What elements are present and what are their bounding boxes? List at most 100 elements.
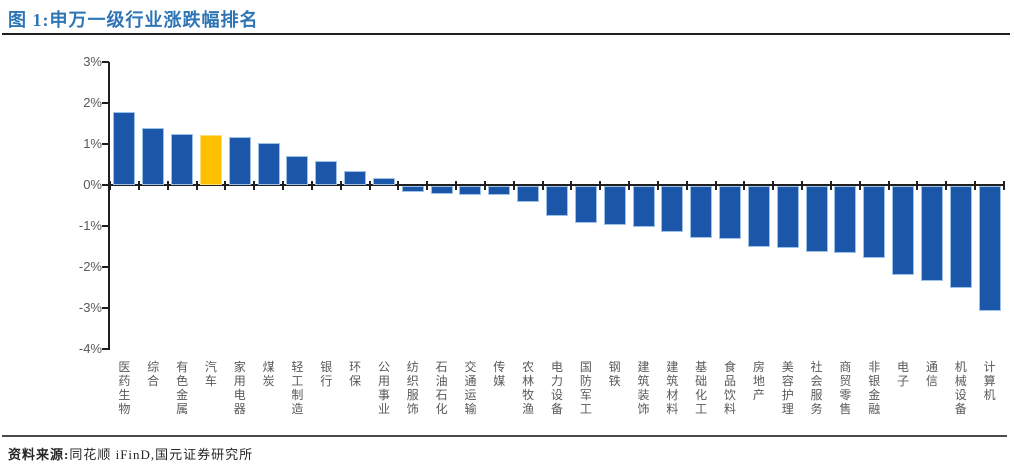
bar-建筑材料: [661, 186, 684, 232]
bar-纺织服饰: [401, 186, 424, 192]
x-axis-tick: [945, 181, 948, 190]
bar-家用电器: [228, 137, 251, 185]
y-tick-label: 2%: [83, 95, 102, 110]
y-axis-tick: [102, 307, 109, 309]
y-tick-label: 3%: [83, 54, 102, 69]
x-category-label: 计算机: [983, 360, 996, 402]
bar-电子: [892, 186, 915, 275]
x-axis-tick: [426, 181, 429, 190]
bar-美容护理: [776, 186, 799, 248]
source-note: 资料来源:同花顺 iFinD,国元证券研究所: [8, 444, 253, 463]
bar-煤炭: [257, 143, 280, 185]
bar-医药生物: [113, 112, 136, 185]
x-axis-tick: [858, 181, 861, 190]
x-category-label: 电力设备: [550, 360, 563, 416]
x-category-label: 非银金融: [868, 360, 881, 416]
x-category-label: 房地产: [752, 360, 765, 402]
footer-divider: [2, 435, 1007, 437]
x-axis-tick: [801, 181, 804, 190]
bar-食品饮料: [719, 186, 742, 239]
y-tick-label: -2%: [78, 259, 102, 274]
x-axis-tick: [570, 181, 573, 190]
title-divider: [2, 33, 1010, 35]
bar-交通运输: [459, 186, 482, 195]
bar-综合: [142, 128, 165, 185]
y-axis-tick: [102, 143, 109, 145]
bar-商贸零售: [834, 186, 857, 253]
y-axis-tick: [102, 225, 109, 227]
y-tick-label: -1%: [78, 218, 102, 233]
y-axis-tick: [102, 266, 109, 268]
x-axis-tick: [714, 181, 717, 190]
x-axis-tick: [1003, 181, 1005, 190]
x-axis-line: [108, 184, 1004, 186]
bar-传媒: [488, 186, 511, 195]
y-tick-label: 0%: [83, 177, 102, 192]
x-category-label: 公用事业: [377, 360, 390, 416]
bar-钢铁: [603, 186, 626, 225]
bar-房地产: [747, 186, 770, 247]
bar-石油石化: [430, 186, 453, 194]
source-label: 资料来源:: [8, 447, 70, 462]
x-axis-tick: [887, 181, 890, 190]
x-axis-tick: [829, 181, 832, 190]
bar-计算机: [978, 186, 1001, 311]
x-category-label: 建筑材料: [666, 360, 679, 416]
x-axis-tick: [743, 181, 746, 190]
x-category-label: 纺织服饰: [406, 360, 419, 416]
x-axis-tick: [137, 181, 140, 190]
x-axis-tick: [195, 181, 198, 190]
x-category-label: 有色金属: [176, 360, 189, 416]
x-category-label: 环保: [349, 360, 362, 388]
bar-环保: [344, 171, 367, 185]
x-axis-tick: [541, 181, 544, 190]
x-category-label: 商贸零售: [839, 360, 852, 416]
y-tick-label: -3%: [78, 300, 102, 315]
x-category-label: 汽车: [204, 360, 217, 388]
x-axis-tick: [166, 181, 169, 190]
x-category-label: 综合: [147, 360, 160, 388]
x-axis-tick: [455, 181, 458, 190]
y-axis-tick: [102, 102, 109, 104]
y-axis-tick: [102, 61, 109, 63]
figure-title: 图 1:申万一级行业涨跌幅排名: [8, 10, 259, 30]
x-axis-tick: [483, 181, 486, 190]
x-axis-tick: [599, 181, 602, 190]
y-axis-line: [108, 62, 110, 350]
x-axis-tick: [368, 181, 371, 190]
x-category-label: 电子: [897, 360, 910, 388]
x-category-label: 美容护理: [781, 360, 794, 416]
x-category-label: 家用电器: [233, 360, 246, 416]
x-axis-tick: [253, 181, 256, 190]
x-axis-tick: [772, 181, 775, 190]
x-category-label: 农林牧渔: [522, 360, 535, 416]
bar-社会服务: [805, 186, 828, 252]
bar-机械设备: [949, 186, 972, 288]
bar-公用事业: [372, 178, 395, 185]
x-category-label: 交通运输: [464, 360, 477, 416]
x-axis-tick: [656, 181, 659, 190]
x-category-label: 食品饮料: [724, 360, 737, 416]
bar-有色金属: [171, 134, 194, 185]
x-axis-tick: [339, 181, 342, 190]
x-category-label: 机械设备: [954, 360, 967, 416]
x-category-label: 通信: [925, 360, 938, 388]
bar-非银金融: [863, 186, 886, 258]
source-text: 同花顺 iFinD,国元证券研究所: [69, 447, 254, 462]
x-category-label: 社会服务: [810, 360, 823, 416]
y-axis-tick: [102, 184, 109, 186]
x-category-label: 石油石化: [435, 360, 448, 416]
bar-电力设备: [546, 186, 568, 216]
x-category-label: 建筑装饰: [637, 360, 650, 416]
x-category-label: 轻工制造: [291, 360, 304, 416]
x-category-label: 银行: [320, 360, 333, 388]
x-axis-tick: [628, 181, 631, 190]
y-tick-label: 1%: [83, 136, 102, 151]
bar-农林牧渔: [517, 186, 540, 202]
x-axis-tick: [224, 181, 227, 190]
bar-国防军工: [574, 186, 597, 223]
bar-汽车: [199, 135, 222, 185]
y-axis-tick: [102, 348, 109, 350]
